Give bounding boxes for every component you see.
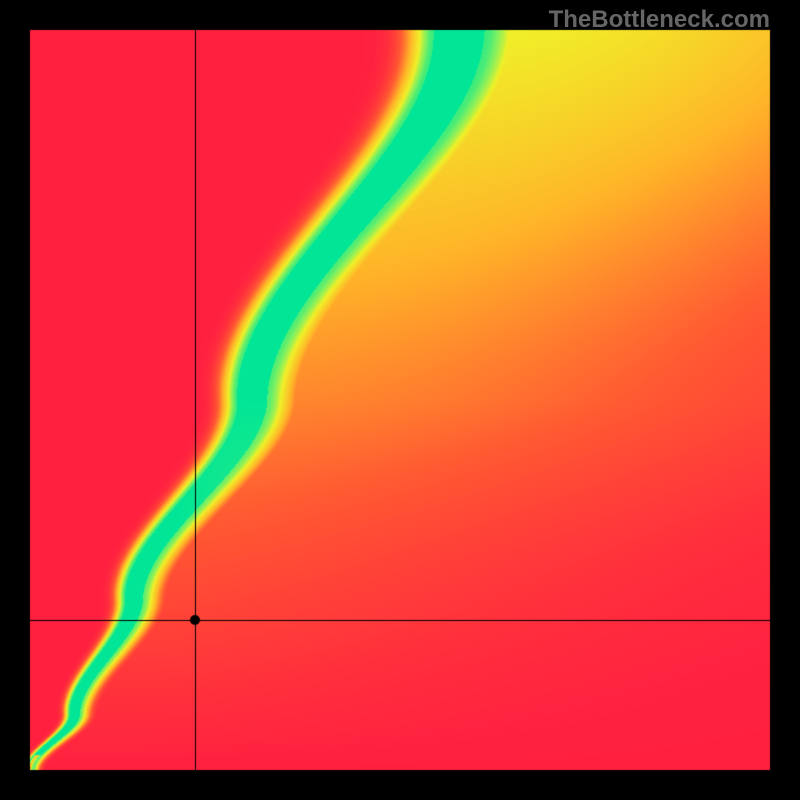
watermark-text: TheBottleneck.com: [549, 6, 770, 34]
heatmap-canvas: [0, 0, 800, 800]
